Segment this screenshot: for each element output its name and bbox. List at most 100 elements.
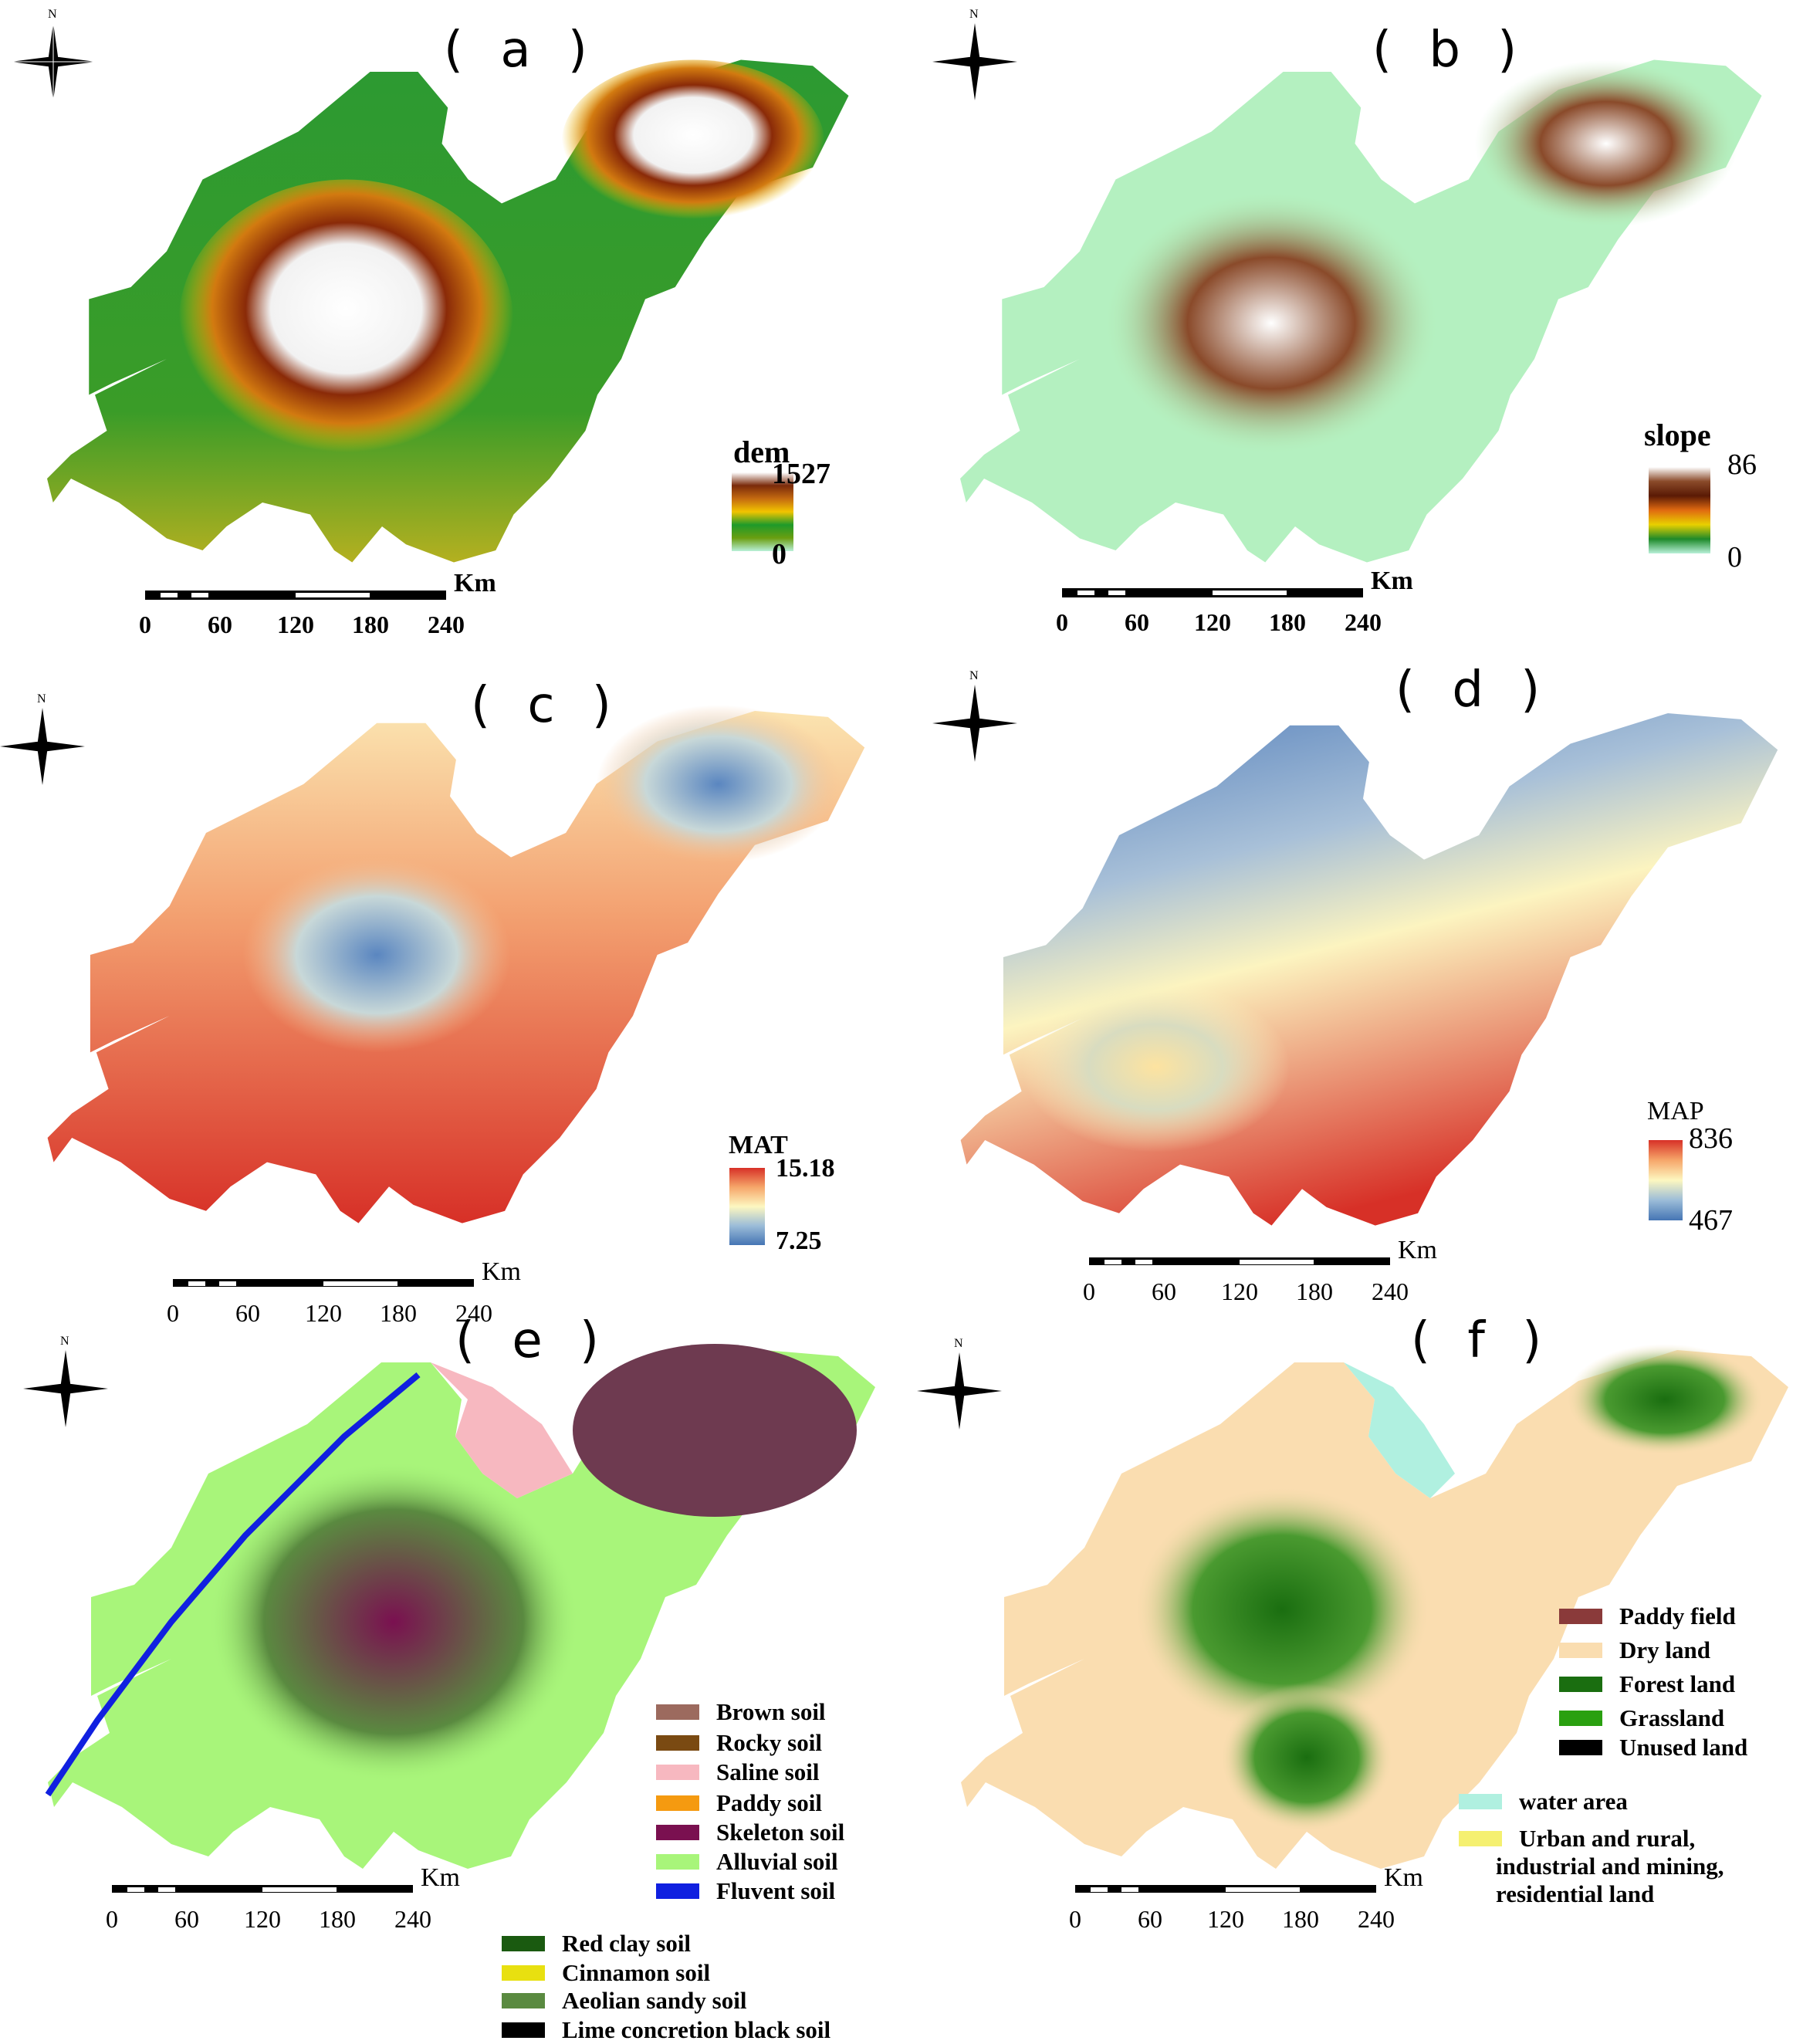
legend-swatch xyxy=(656,1795,699,1811)
soil-legend-item: Lime concretion black soil xyxy=(502,2016,830,2044)
legend-min-dem: 0 xyxy=(772,538,786,570)
scale-tick: 240 xyxy=(394,1905,431,1933)
legend-label: Paddy soil xyxy=(716,1789,822,1816)
dem-map xyxy=(47,59,849,563)
panel-f-landuse: N ( f ) Paddy field Dry land Forest land Gr… xyxy=(902,1292,1803,1938)
legend-swatch xyxy=(656,1825,699,1840)
legend-label: Forest land xyxy=(1619,1670,1736,1697)
landuse-legend-item: Forest land xyxy=(1559,1670,1735,1698)
scale-tick: 0 xyxy=(167,1299,179,1327)
legend-max-mat: 15.18 xyxy=(776,1154,835,1183)
legend-label: Unused land xyxy=(1619,1734,1748,1761)
legend-title-mat: MAT xyxy=(729,1131,788,1159)
panel-label-c: ( c ) xyxy=(471,677,622,734)
legend-max-dem: 1527 xyxy=(772,458,830,490)
scale-tick: 180 xyxy=(352,611,389,638)
landuse-legend-item: Grassland xyxy=(1559,1704,1724,1732)
scale-tick: 60 xyxy=(174,1905,199,1933)
legend-label: Dry land xyxy=(1619,1636,1710,1663)
soil-legend-item: Rocky soil xyxy=(656,1729,822,1757)
slope-map xyxy=(960,59,1762,563)
legend-label: Red clay soil xyxy=(562,1930,692,1957)
legend-ramp-mat xyxy=(729,1168,765,1245)
landuse-legend-item: Urban and rural, industrial and mining, re… xyxy=(1459,1825,1724,1908)
soil-legend-item: Brown soil xyxy=(656,1698,826,1726)
legend-swatch xyxy=(502,2022,545,2038)
scale-tick: 240 xyxy=(455,1299,492,1327)
scale-tick: 180 xyxy=(1296,1278,1333,1305)
panel-d-map: N ( d ) MAP 836 467 Km 0 60 120 180 240 xyxy=(902,646,1803,1305)
legend-label: Paddy field xyxy=(1619,1602,1736,1629)
scale-tick: 0 xyxy=(1069,1905,1081,1933)
legend-swatch xyxy=(656,1883,699,1899)
scale-tick: 240 xyxy=(1345,608,1382,636)
legend-label: Rocky soil xyxy=(716,1729,822,1756)
scale-tick: 120 xyxy=(1194,608,1231,636)
legend-label: Skeleton soil xyxy=(716,1819,845,1846)
scale-tick: 240 xyxy=(1372,1278,1409,1305)
legend-max-slope: 86 xyxy=(1727,448,1757,481)
legend-label: water area xyxy=(1519,1788,1628,1815)
north-arrow-icon: N xyxy=(0,692,85,785)
scale-tick: 120 xyxy=(277,611,314,638)
legend-swatch xyxy=(502,1965,545,1981)
legend-swatch xyxy=(1559,1740,1602,1755)
legend-label: Saline soil xyxy=(716,1758,820,1785)
legend-swatch xyxy=(1559,1677,1602,1692)
legend-label: Aeolian sandy soil xyxy=(562,1987,747,2014)
scale-tick: 60 xyxy=(1138,1905,1162,1933)
legend-label: Grassland xyxy=(1619,1704,1725,1731)
legend-swatch xyxy=(656,1704,699,1720)
soil-legend-item: Cinnamon soil xyxy=(502,1959,710,1987)
landuse-legend-item: water area xyxy=(1459,1788,1628,1816)
panel-a-dem: N ( a ) dem 1527 0 Km 0 60 120 180 240 xyxy=(0,0,902,646)
soil-legend-item: Alluvial soil xyxy=(656,1848,838,1876)
soil-legend-item: Aeolian sandy soil xyxy=(502,1987,746,2015)
panel-label-b: ( b ) xyxy=(1372,22,1528,79)
legend-swatch xyxy=(1559,1711,1602,1726)
legend-label: Urban and rural, industrial and mining, re… xyxy=(1496,1825,1724,1907)
panel-label-d: ( d ) xyxy=(1395,662,1551,719)
scale-unit: Km xyxy=(421,1863,460,1892)
legend-swatch xyxy=(502,1936,545,1951)
panel-label-e: ( e ) xyxy=(455,1312,610,1369)
legend-ramp-map xyxy=(1649,1140,1683,1220)
legend-title-dem: dem xyxy=(733,435,790,469)
north-arrow-icon: N xyxy=(932,669,1017,762)
scale-unit: Km xyxy=(1398,1236,1437,1264)
soil-legend-item: Saline soil xyxy=(656,1758,820,1786)
scale-tick: 120 xyxy=(1207,1905,1244,1933)
legend-title-map: MAP xyxy=(1647,1097,1704,1125)
legend-min-slope: 0 xyxy=(1727,541,1742,574)
soil-legend-item: Skeleton soil xyxy=(656,1819,844,1846)
legend-swatch xyxy=(502,1993,545,2008)
scale-unit: Km xyxy=(482,1257,521,1286)
panel-b-slope: N ( b ) slope 86 0 Km 0 60 120 180 240 xyxy=(902,0,1803,646)
scale-tick: 60 xyxy=(1152,1278,1176,1305)
legend-ramp-dem xyxy=(732,472,793,551)
legend-min-map: 467 xyxy=(1689,1204,1733,1237)
scale-tick: 0 xyxy=(106,1905,118,1933)
soil-map xyxy=(45,1344,875,1869)
scale-tick: 120 xyxy=(305,1299,342,1327)
scale-tick: 180 xyxy=(380,1299,417,1327)
legend-label: Cinnamon soil xyxy=(562,1959,711,1986)
landuse-legend-item: Dry land xyxy=(1559,1636,1710,1664)
legend-ramp-slope xyxy=(1649,467,1710,553)
north-arrow-icon: N xyxy=(932,8,1017,100)
panel-label-f: ( f ) xyxy=(1411,1312,1553,1369)
legend-label: Brown soil xyxy=(716,1698,826,1725)
scale-unit: Km xyxy=(1384,1863,1423,1892)
legend-min-mat: 7.25 xyxy=(776,1227,822,1255)
scale-tick: 240 xyxy=(428,611,465,638)
soil-legend-item: Red clay soil xyxy=(502,1930,691,1958)
landuse-legend-item: Unused land xyxy=(1559,1734,1747,1761)
legend-title-slope: slope xyxy=(1644,418,1711,452)
legend-max-map: 836 xyxy=(1689,1122,1733,1155)
scale-tick: 120 xyxy=(1221,1278,1258,1305)
scale-tick: 60 xyxy=(235,1299,260,1327)
scale-tick: 180 xyxy=(1269,608,1306,636)
scale-tick: 180 xyxy=(1282,1905,1319,1933)
legend-label: Alluvial soil xyxy=(716,1848,838,1875)
legend-swatch xyxy=(1559,1643,1602,1658)
